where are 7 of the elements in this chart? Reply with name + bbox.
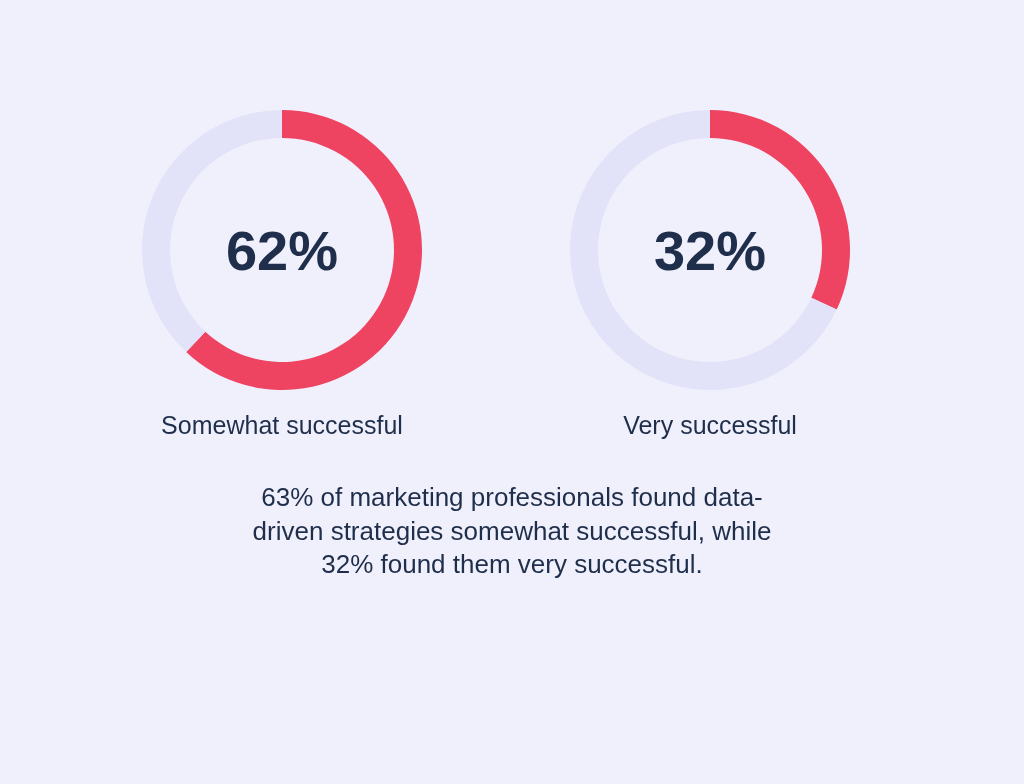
text: Very successful [623,411,797,439]
text: Somewhat successful [161,411,403,439]
donut-slice [186,110,422,390]
text: 62% [225,219,339,282]
text: 63% of marketing professionals found data-driven strategies somewhat successful, while 32% found them very successful. [252,482,772,579]
donut-slice [570,110,837,390]
text: 32% [653,219,767,282]
